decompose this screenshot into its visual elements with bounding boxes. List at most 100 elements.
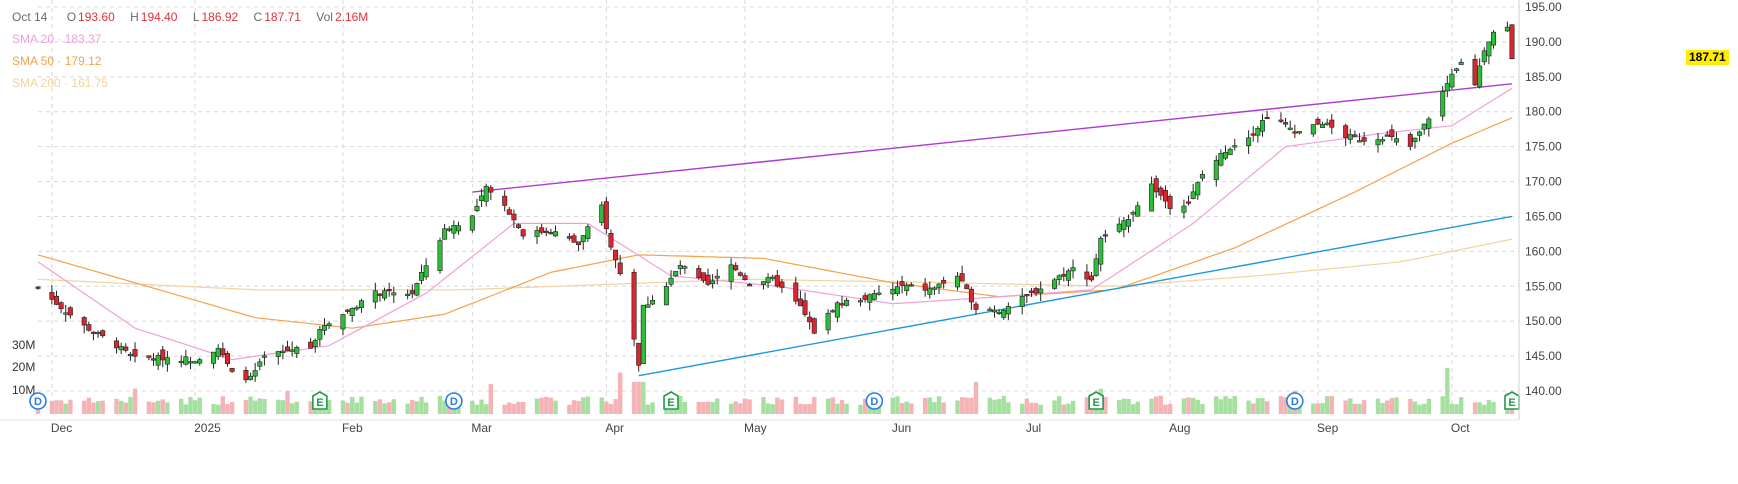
candle-body xyxy=(774,275,780,287)
candle-body xyxy=(1393,138,1399,143)
volume-bar xyxy=(779,399,785,414)
candle-body xyxy=(419,271,425,281)
x-tick-label: Feb xyxy=(342,421,363,435)
candle-body xyxy=(1218,153,1224,166)
earnings-marker[interactable]: E xyxy=(1088,391,1104,410)
candle-body xyxy=(289,349,295,352)
sma50-legend[interactable]: SMA 50 · 179.12 xyxy=(12,50,380,72)
x-tick-label: Mar xyxy=(471,421,492,435)
candle-body xyxy=(553,231,559,237)
candle-body xyxy=(645,304,651,308)
volume-bar xyxy=(604,401,609,414)
y-tick-label: 180.00 xyxy=(1525,105,1562,119)
candle-body xyxy=(793,282,799,302)
volume-bar xyxy=(1117,400,1122,414)
volume-bar xyxy=(571,400,577,414)
volume-bar xyxy=(345,402,350,414)
volume-bar xyxy=(807,403,812,414)
earnings-marker[interactable]: E xyxy=(663,391,679,410)
candle-body xyxy=(511,213,517,221)
volume-bar xyxy=(682,402,688,414)
volume-bar xyxy=(1066,403,1071,414)
candle-body xyxy=(1186,201,1192,204)
volume-bar xyxy=(326,400,332,414)
volume-bar xyxy=(909,403,914,414)
sma20-sep: · xyxy=(57,32,62,46)
candle-body xyxy=(386,289,392,292)
candle-body xyxy=(317,329,323,340)
candle-body xyxy=(765,277,771,284)
sma200-legend[interactable]: SMA 200 · 161.75 xyxy=(12,72,380,94)
candle-body xyxy=(1264,116,1270,120)
volume-bar xyxy=(479,399,484,414)
candle-body xyxy=(807,316,813,323)
x-tick-label: Sep xyxy=(1317,421,1339,435)
candle-body xyxy=(155,355,161,366)
sma200-value: 161.75 xyxy=(71,76,109,90)
volume-bar xyxy=(798,403,803,414)
candle-body xyxy=(1001,310,1007,318)
volume-bar xyxy=(825,398,831,414)
dividend-letter: D xyxy=(34,396,42,408)
candle-body xyxy=(1181,205,1187,213)
candle-body xyxy=(1028,290,1034,293)
volume-bar xyxy=(68,399,73,414)
volume-bar xyxy=(1486,400,1492,414)
trendline-lower xyxy=(638,215,1513,377)
volume-bar xyxy=(456,404,461,414)
volume-bar xyxy=(678,395,683,414)
candle-body xyxy=(742,275,748,280)
volume-bar xyxy=(1422,403,1427,414)
volume-bar xyxy=(1440,396,1445,414)
dividend-marker[interactable]: D xyxy=(1286,392,1304,410)
volume-bar xyxy=(216,404,221,414)
candle-body xyxy=(437,240,443,271)
candle-body xyxy=(825,312,831,331)
dividend-marker[interactable]: D xyxy=(29,392,47,410)
candle-body xyxy=(663,286,669,306)
candle-body xyxy=(382,290,388,299)
last-price-tag: 187.71 xyxy=(1686,49,1729,65)
volume-bar xyxy=(165,402,170,414)
candle-body xyxy=(1426,118,1432,129)
candle-body xyxy=(867,294,873,303)
sma200-sep: · xyxy=(64,76,69,90)
candle-body xyxy=(123,346,129,351)
volume-bar xyxy=(710,402,715,414)
candle-body xyxy=(1033,288,1039,294)
volume-bar xyxy=(414,401,420,414)
sma20-legend[interactable]: SMA 20 · 183.37 xyxy=(12,28,380,50)
candle-body xyxy=(1421,123,1427,130)
candle-body xyxy=(1116,223,1122,232)
dividend-marker[interactable]: D xyxy=(445,392,463,410)
volume-bar xyxy=(765,403,771,414)
volume-bar xyxy=(1070,400,1076,414)
candle-body xyxy=(682,266,688,269)
candle-body xyxy=(640,304,646,364)
volume-bar xyxy=(146,401,152,414)
y-tick-label: 195.00 xyxy=(1525,0,1562,14)
candle-body xyxy=(446,228,452,231)
volume-bar xyxy=(58,400,64,414)
volume-bar xyxy=(511,403,517,414)
candle-body xyxy=(802,300,808,315)
y-tick-label: 170.00 xyxy=(1525,175,1562,189)
earnings-marker[interactable]: E xyxy=(312,391,328,410)
volume-bar xyxy=(1324,396,1330,414)
candle-body xyxy=(63,312,69,315)
volume-bar xyxy=(155,400,161,414)
candle-body xyxy=(516,224,522,229)
high-label: H xyxy=(130,10,139,24)
dividend-marker[interactable]: D xyxy=(865,392,884,410)
earnings-marker[interactable]: E xyxy=(1504,391,1520,410)
candle-body xyxy=(733,265,739,271)
candle-body xyxy=(1384,134,1390,137)
volume-bar xyxy=(1412,401,1418,414)
volume-value: 2.16M xyxy=(334,10,369,24)
candle-body xyxy=(1357,140,1363,143)
volume-bar xyxy=(1348,398,1353,414)
chart-legend: Oct 14 O 193.60 H 194.40 L 186.92 C 187.71 V… xyxy=(12,6,380,94)
volume-bar xyxy=(1260,398,1265,414)
volume-bar xyxy=(1186,397,1191,414)
